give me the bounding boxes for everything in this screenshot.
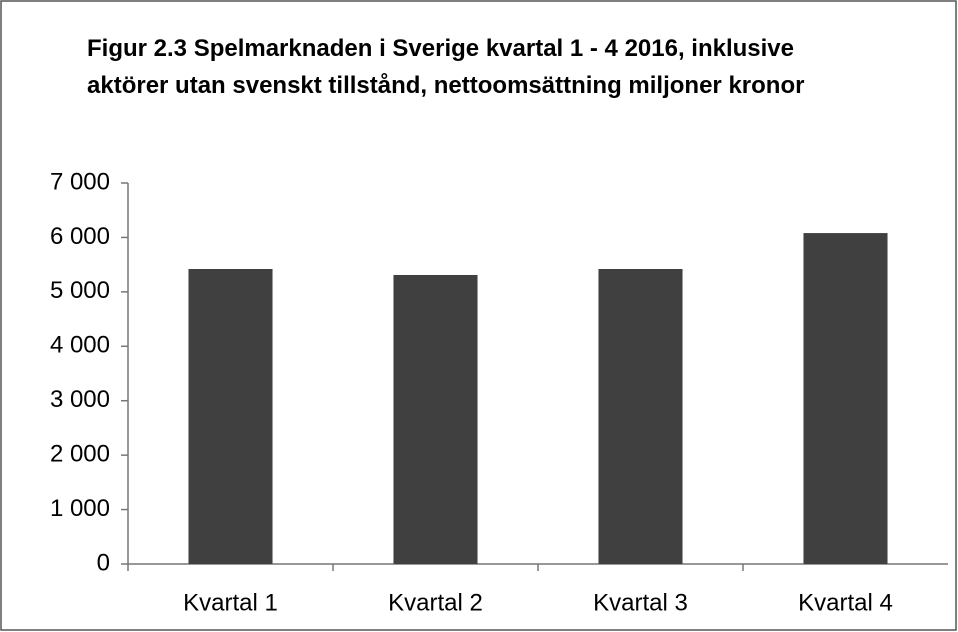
y-tick-label: 4 000: [50, 332, 110, 359]
x-tick-label: Kvartal 4: [798, 589, 893, 616]
y-tick-label: 6 000: [50, 223, 110, 250]
bar: [598, 268, 683, 564]
y-tick-label: 7 000: [50, 168, 110, 195]
y-tick-label: 1 000: [50, 495, 110, 522]
chart-title: Figur 2.3 Spelmarknaden i Sverige kvarta…: [87, 35, 805, 99]
x-tick-label: Kvartal 3: [593, 589, 688, 616]
bar: [393, 274, 478, 564]
y-tick-label: 5 000: [50, 277, 110, 304]
x-tick-label: Kvartal 2: [388, 589, 483, 616]
y-tick-label: 3 000: [50, 386, 110, 413]
x-tick-label: Kvartal 1: [183, 589, 278, 616]
bar: [803, 233, 888, 564]
bar: [188, 268, 273, 564]
y-tick-label: 0: [97, 549, 110, 576]
y-tick-label: 2 000: [50, 440, 110, 467]
